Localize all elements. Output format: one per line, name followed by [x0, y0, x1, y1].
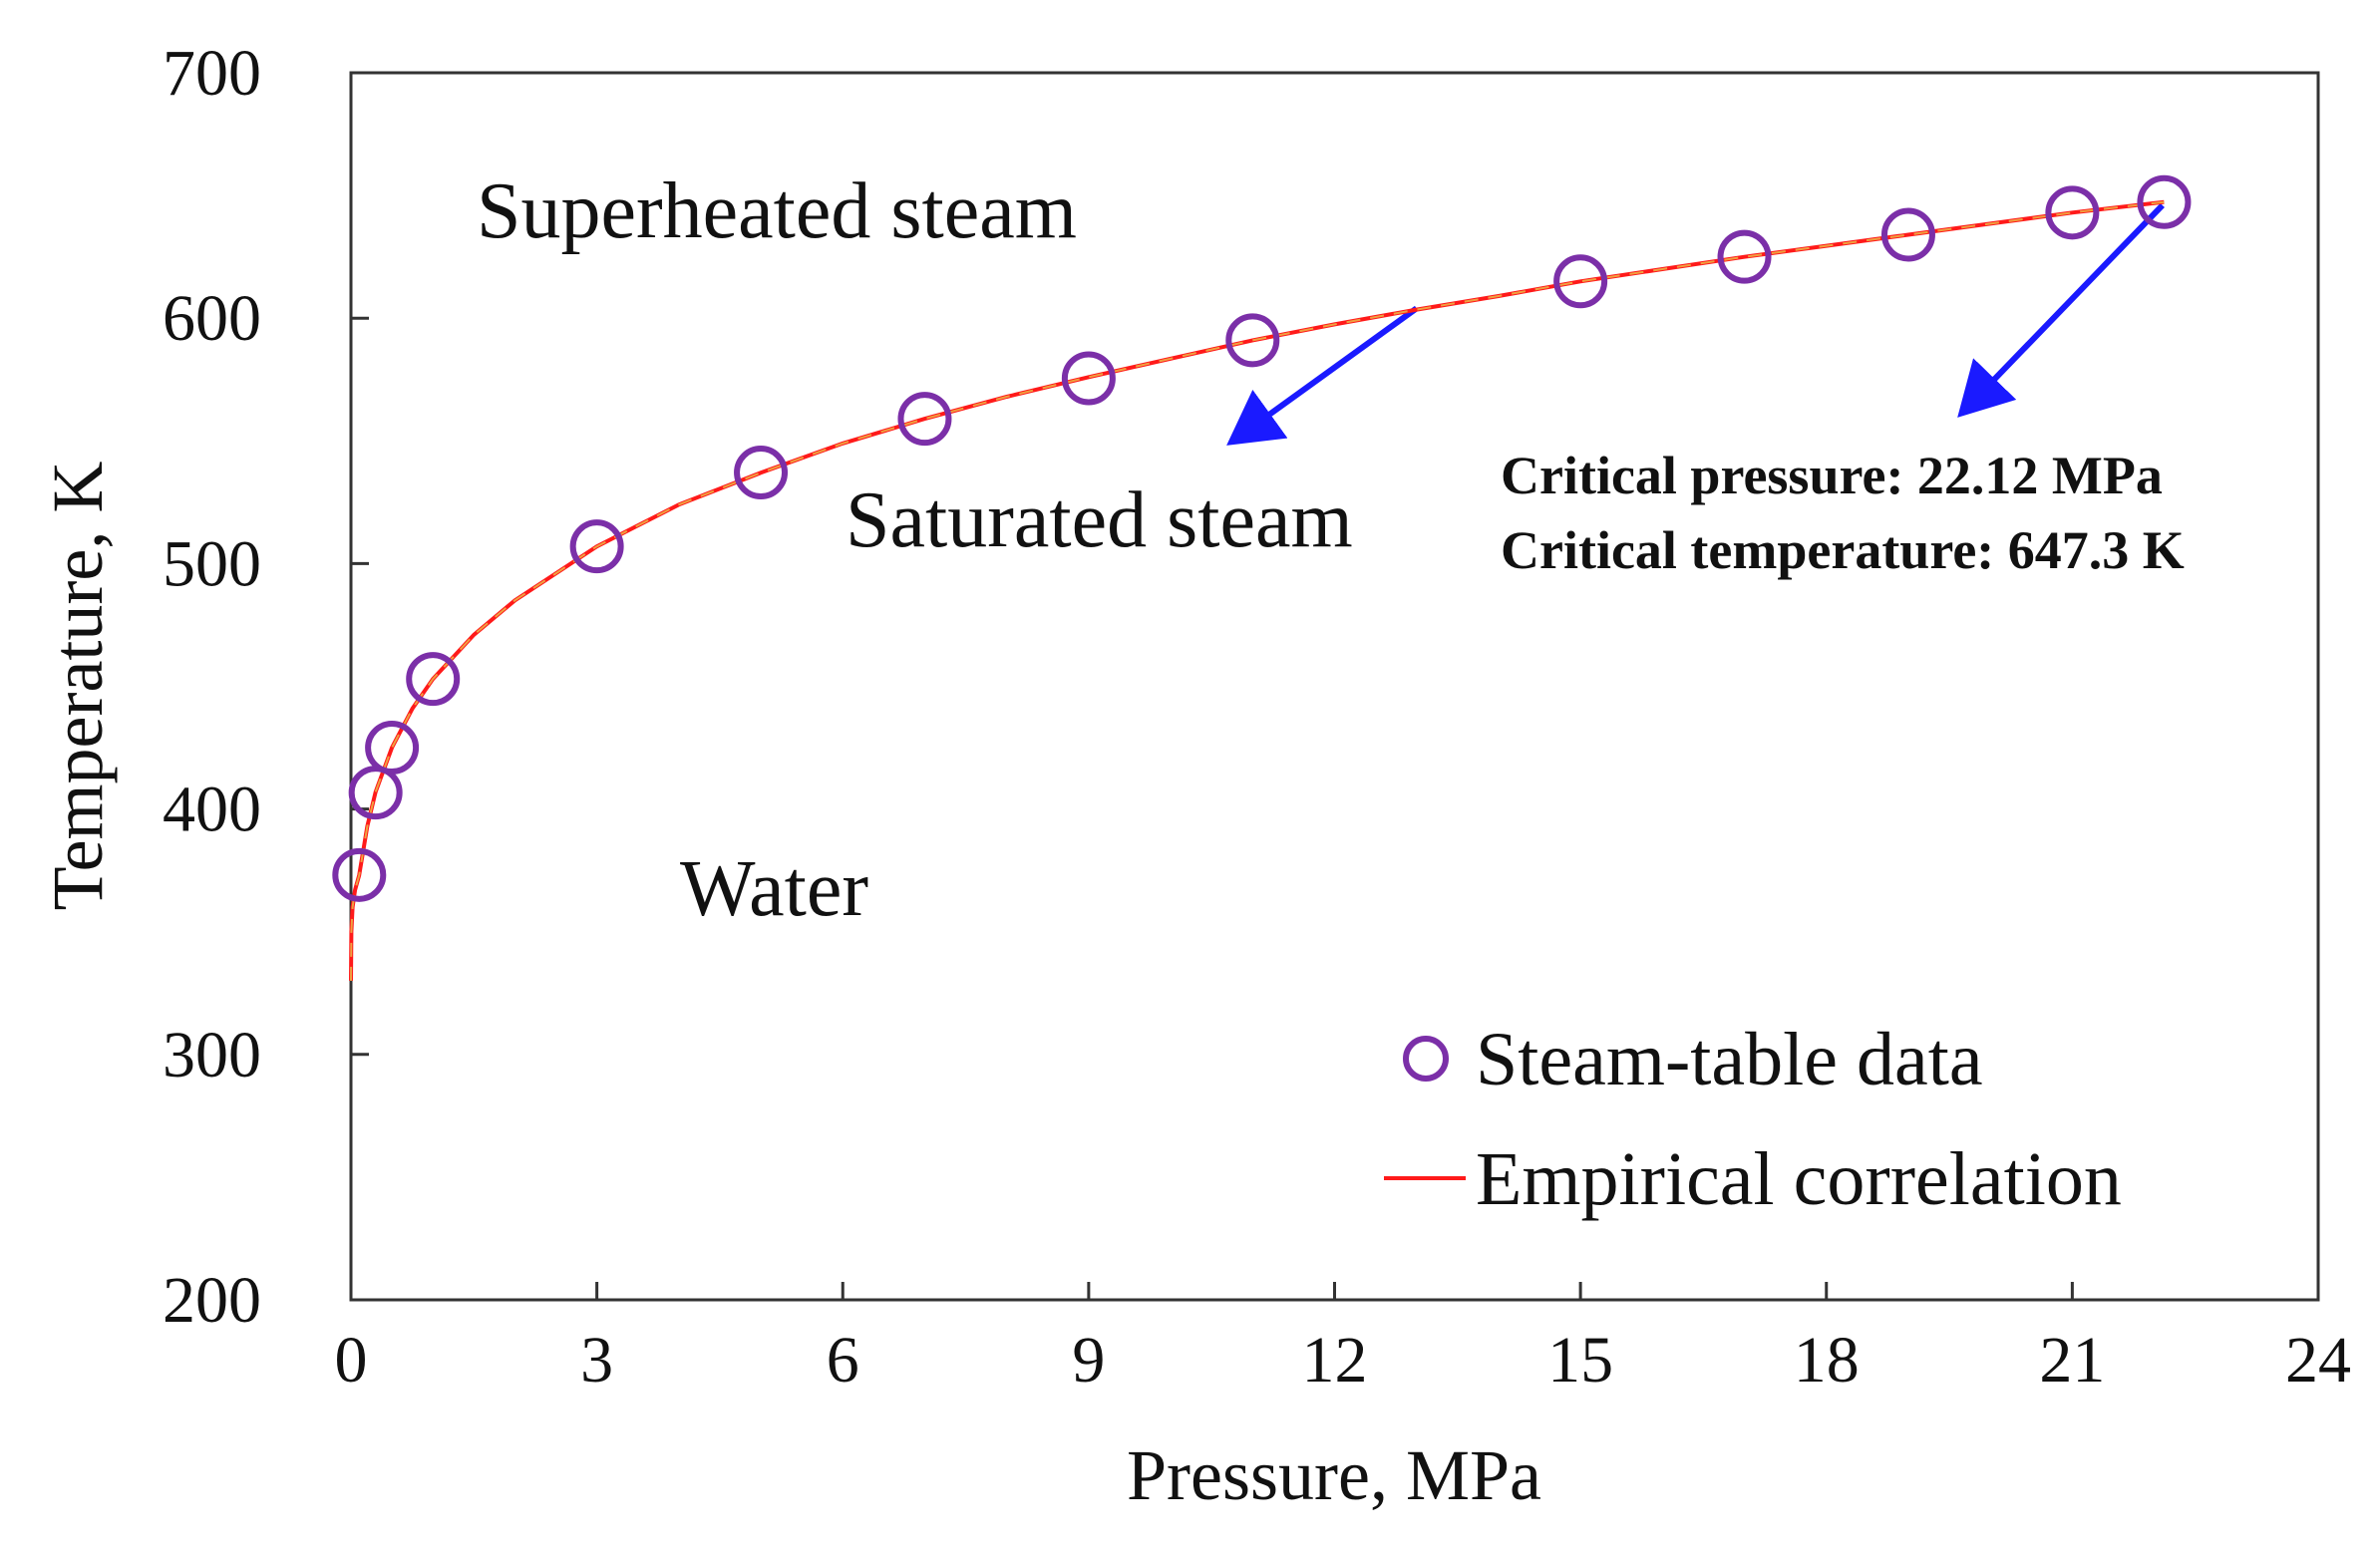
legend-label-steam-table: Steam-table data [1476, 1018, 1983, 1101]
y-axis-ticks: 200 300 400 500 600 700 [163, 37, 369, 1337]
x-tick-label-12: 12 [1302, 1324, 1368, 1397]
steam-table-point-7 [1061, 351, 1116, 406]
x-tick-label-3: 3 [580, 1324, 613, 1397]
saturated-arrow [1226, 305, 1419, 446]
x-tick-label-15: 15 [1547, 1324, 1613, 1397]
steam-table-point-10 [1717, 229, 1772, 284]
y-tick-label-700: 700 [163, 37, 261, 110]
steam-table-point-5 [734, 446, 789, 500]
y-tick-label-200: 200 [163, 1264, 261, 1337]
steam-table-point-9 [1553, 254, 1608, 309]
legend: Steam-table data Empirical correlation [1384, 1018, 2122, 1221]
steam-table-point-6 [897, 392, 952, 447]
y-tick-label-600: 600 [163, 282, 261, 355]
critical-pressure-label: Critical pressure: 22.12 MPa [1501, 446, 2163, 505]
x-tick-label-9: 9 [1072, 1324, 1105, 1397]
series-line-empirical-correlation-overlay [350, 200, 2165, 981]
series-lines [349, 199, 2165, 981]
steam-table-point-12 [2045, 185, 2100, 240]
steam-table-point-3 [406, 652, 461, 707]
annotation-arrows [1226, 202, 2165, 446]
critical-temperature-label: Critical temperature: 647.3 K [1501, 520, 2185, 580]
superheated-steam-label: Superheated steam [477, 167, 1077, 255]
critical-arrow [1957, 202, 2165, 418]
steam-table-point-13 [2137, 174, 2192, 229]
legend-label-empirical: Empirical correlation [1476, 1137, 2122, 1221]
legend-marker-steam-table [1403, 1036, 1449, 1082]
x-tick-label-0: 0 [335, 1324, 368, 1397]
plot-area [349, 71, 2320, 1302]
y-axis-title: Temperature, K [38, 462, 118, 911]
steam-table-point-4 [569, 519, 624, 574]
saturated-steam-label: Saturated steam [846, 476, 1353, 564]
x-tick-label-18: 18 [1794, 1324, 1860, 1397]
steam-table-point-2 [365, 721, 420, 776]
steam-table-point-11 [1880, 207, 1935, 262]
x-tick-label-21: 21 [2039, 1324, 2105, 1397]
y-tick-label-400: 400 [163, 774, 261, 846]
water-label: Water [680, 845, 868, 933]
x-tick-label-6: 6 [827, 1324, 859, 1397]
y-tick-label-500: 500 [163, 527, 261, 600]
y-tick-label-300: 300 [163, 1019, 261, 1091]
steam-table-point-8 [1225, 313, 1280, 368]
x-axis-ticks: 0 3 6 9 12 15 18 21 24 [335, 1282, 2351, 1397]
steam-table-point-0 [332, 847, 387, 902]
x-tick-label-24: 24 [2285, 1324, 2351, 1397]
series-points [332, 174, 2192, 902]
x-axis-title: Pressure, MPa [1127, 1435, 1541, 1515]
